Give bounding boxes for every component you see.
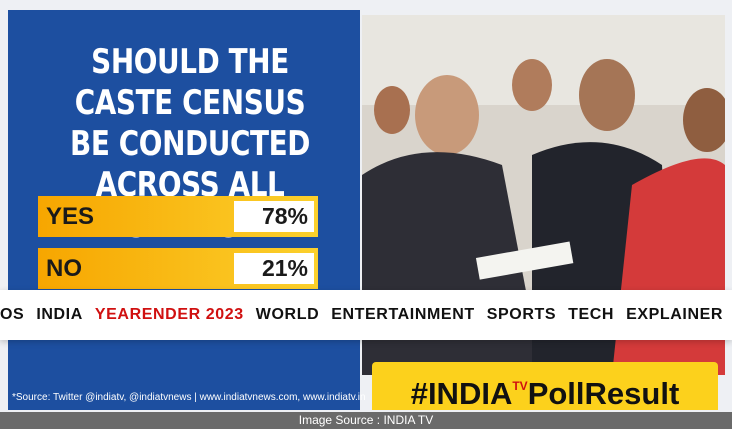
nav-item[interactable]: OS [0,306,25,323]
option-label: NO [46,255,82,282]
badge-tv: TV [512,379,528,393]
option-label: YES [46,203,95,230]
nav-item[interactable]: ENTERTAINMENT [331,306,475,323]
poll-badge: #INDIATVPollResult [372,362,718,411]
poll-option: NO 21% [38,248,318,289]
nav-item[interactable]: SPORTS [486,306,557,323]
poll-question: SHOULD THE CASTE CENSUS BE CONDUCTED ACR… [69,42,311,246]
option-result: 78% [234,201,314,232]
nav-item[interactable]: WORLD [255,306,320,323]
nav-item[interactable]: TECH [568,306,615,323]
nav-item[interactable]: EXPLAINER [626,306,724,323]
badge-hashtag: #INDIA [410,376,513,411]
poll-option: YES 78% [38,196,318,237]
badge-suffix: PollResult [527,376,680,411]
image-caption: Image Source : INDIA TV [0,412,732,429]
option-result: 21% [234,253,314,284]
nav-bar: OS INDIA YEARENDER 2023 WORLD ENTERTAINMENT S… [0,290,732,340]
source-note: *Source: Twitter @indiatv, @indiatvnews … [12,392,366,403]
nav-item[interactable]: YEARENDER 2023 [94,306,244,323]
nav-item[interactable]: INDIA [36,306,83,323]
